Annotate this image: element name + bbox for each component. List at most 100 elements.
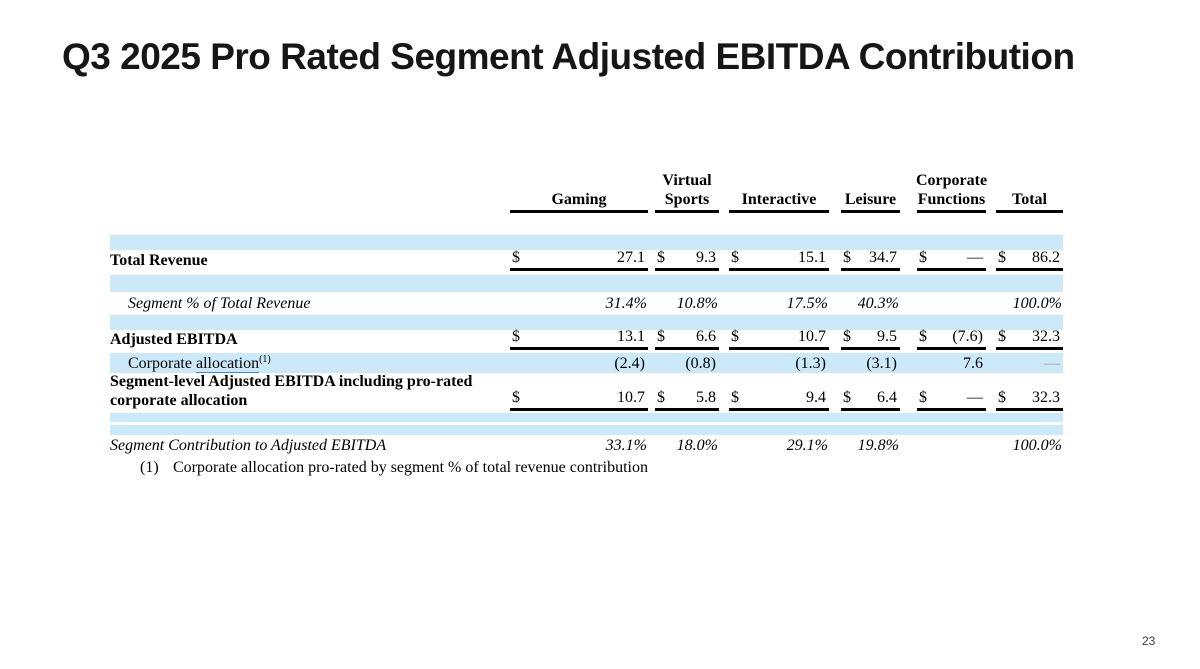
cell-value: 6.6 [696, 328, 716, 345]
cell-value: 31.4% [605, 295, 647, 312]
stripe-row [110, 275, 1063, 292]
cell-value: 13.1 [617, 328, 645, 345]
cell-virtual-sports: $ 6.6 [655, 328, 719, 350]
cell-gaming: $ 27.1 [510, 249, 648, 271]
cell-value: — [967, 249, 983, 266]
table-header-row: Gaming Virtual Sports Interactive Leisur… [110, 172, 1063, 213]
cell-leisure: (3.1) [841, 353, 900, 373]
cell-virtual-sports: $ 5.8 [655, 373, 719, 411]
cell-virtual-sports: 18.0% [655, 435, 719, 455]
column-header-virtual-sports: Virtual Sports [655, 172, 719, 213]
row-segment-level-ebitda: Segment-level Adjusted EBITDA including … [110, 373, 1063, 413]
header-line: Interactive [741, 191, 817, 208]
cell-corporate-functions [917, 292, 986, 315]
cell-corporate-functions: $ — [917, 249, 986, 271]
row-label: Corporate allocation(1) [110, 353, 510, 373]
cell-value: 17.5% [786, 295, 828, 312]
header-line: Leisure [844, 191, 897, 208]
cell-virtual-sports: (0.8) [655, 353, 719, 373]
cell-value: 15.1 [798, 249, 826, 266]
cell-total: 100.0% [996, 435, 1063, 455]
row-corporate-allocation: Corporate allocation(1) (2.4) (0.8) (1.3… [110, 353, 1063, 373]
cell-value: (7.6) [952, 328, 983, 345]
cell-total: $ 86.2 [996, 249, 1063, 271]
currency-symbol: $ [998, 328, 1006, 345]
row-label: Adjusted EBITDA [110, 331, 238, 348]
cell-leisure: $ 6.4 [841, 373, 900, 411]
cell-value: — [1044, 354, 1060, 372]
cell-value: 10.7 [617, 389, 645, 406]
cell-interactive: $ 10.7 [729, 328, 829, 350]
stripe-row [110, 315, 1063, 330]
cell-value: 100.0% [1012, 436, 1062, 454]
currency-symbol: $ [919, 328, 927, 345]
row-adjusted-ebitda: Adjusted EBITDA $ 13.1 $ 6.6 $ 10.7 $ 9.… [110, 328, 1063, 353]
cell-value: 100.0% [1012, 295, 1062, 312]
cell-leisure: $ 9.5 [841, 328, 900, 350]
currency-symbol: $ [657, 389, 665, 406]
currency-symbol: $ [512, 328, 520, 345]
column-header-interactive: Interactive [729, 172, 829, 213]
segment-ebitda-table: Gaming Virtual Sports Interactive Leisur… [110, 172, 1063, 455]
stripe-row [110, 413, 1063, 422]
cell-total: 100.0% [996, 292, 1063, 315]
cell-value: (1.3) [795, 354, 826, 372]
cell-value: 86.2 [1032, 249, 1060, 266]
header-line: Total [1012, 191, 1047, 208]
cell-virtual-sports: $ 9.3 [655, 249, 719, 271]
row-segment-contribution: Segment Contribution to Adjusted EBITDA … [110, 435, 1063, 455]
cell-value: 29.1% [786, 436, 828, 454]
cell-value: 5.8 [696, 389, 716, 406]
currency-symbol: $ [919, 389, 927, 406]
row-label: Segment-level Adjusted EBITDA including … [110, 373, 473, 409]
cell-value: 7.6 [963, 354, 983, 372]
allocation-link[interactable]: allocation [195, 354, 260, 373]
column-header-corporate-functions: Corporate Functions [915, 172, 988, 213]
column-header-leisure: Leisure [841, 172, 900, 213]
currency-symbol: $ [919, 249, 927, 266]
currency-symbol: $ [512, 249, 520, 266]
header-gap [110, 213, 1063, 235]
page-number: 23 [1142, 634, 1156, 648]
page-title: Q3 2025 Pro Rated Segment Adjusted EBITD… [62, 36, 1075, 77]
cell-gaming: (2.4) [510, 353, 648, 373]
cell-interactive: (1.3) [729, 353, 829, 373]
cell-virtual-sports: 10.8% [655, 292, 719, 315]
cell-interactive: $ 15.1 [729, 249, 829, 271]
currency-symbol: $ [657, 328, 665, 345]
cell-value: 9.4 [806, 389, 826, 406]
cell-corporate-functions: $ (7.6) [917, 328, 986, 350]
cell-value: 32.3 [1032, 389, 1060, 406]
cell-value: 40.3% [857, 295, 899, 312]
header-line: Functions [917, 191, 986, 208]
cell-value: 10.7 [798, 328, 826, 345]
footnote: (1) Corporate allocation pro-rated by seg… [140, 459, 648, 477]
cell-leisure: $ 34.7 [841, 249, 900, 271]
currency-symbol: $ [843, 249, 851, 266]
cell-gaming: $ 13.1 [510, 328, 648, 350]
cell-gaming: $ 10.7 [510, 373, 648, 411]
cell-gaming: 33.1% [510, 435, 648, 455]
row-label: Segment % of Total Revenue [128, 295, 311, 312]
cell-value: — [967, 389, 983, 406]
cell-value: 9.5 [877, 328, 897, 345]
currency-symbol: $ [843, 389, 851, 406]
cell-value: 19.8% [857, 436, 899, 454]
cell-corporate-functions: 7.6 [917, 353, 986, 373]
currency-symbol: $ [998, 389, 1006, 406]
cell-interactive: 29.1% [729, 435, 829, 455]
cell-total: — [996, 353, 1063, 373]
currency-symbol: $ [512, 389, 520, 406]
cell-value: 34.7 [869, 249, 897, 266]
column-header-gaming: Gaming [510, 172, 648, 213]
row-total-revenue: Total Revenue $ 27.1 $ 9.3 $ 15.1 $ 34.7… [110, 249, 1063, 275]
cell-value: (3.1) [866, 354, 897, 372]
row-label: Total Revenue [110, 252, 208, 269]
footnote-text: Corporate allocation pro-rated by segmen… [173, 459, 648, 476]
stripe-row [110, 425, 1063, 435]
header-line: Corporate [915, 172, 988, 189]
row-label: Segment Contribution to Adjusted EBITDA [110, 436, 387, 454]
cell-value: 32.3 [1032, 328, 1060, 345]
cell-value: (0.8) [685, 354, 716, 372]
